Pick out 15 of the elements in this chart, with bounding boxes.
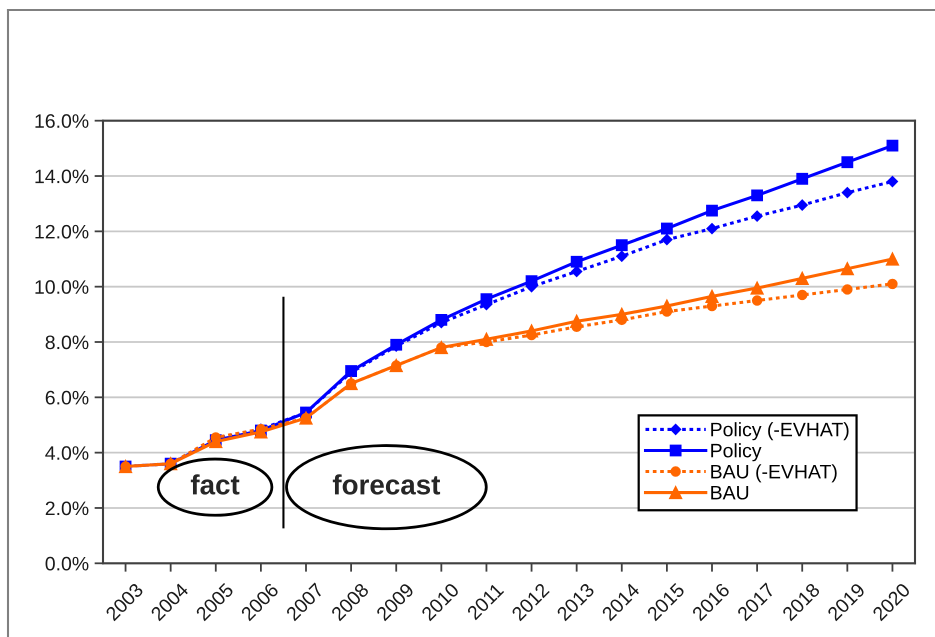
annotation: fact (190, 474, 240, 495)
y-tick-label: 14.0% (35, 169, 88, 184)
legend-label: Policy (711, 443, 762, 462)
legend-label: BAU (-EVHAT) (711, 464, 837, 482)
y-tick-label: 8.0% (46, 335, 88, 350)
annotation: forecast (332, 474, 440, 495)
y-tick-label: 6.0% (46, 390, 88, 405)
y-tick-label: 4.0% (45, 446, 88, 460)
legend-label: Policy (-EVHAT) (711, 422, 849, 440)
y-tick-label: 10.0% (35, 280, 88, 294)
y-tick-label: 16.0% (35, 114, 88, 128)
y-tick-label: 0.0% (46, 556, 88, 571)
y-tick-label: 2.0% (46, 501, 88, 516)
y-tick-label: 12.0% (35, 224, 88, 239)
legend-label: BAU (711, 486, 748, 500)
